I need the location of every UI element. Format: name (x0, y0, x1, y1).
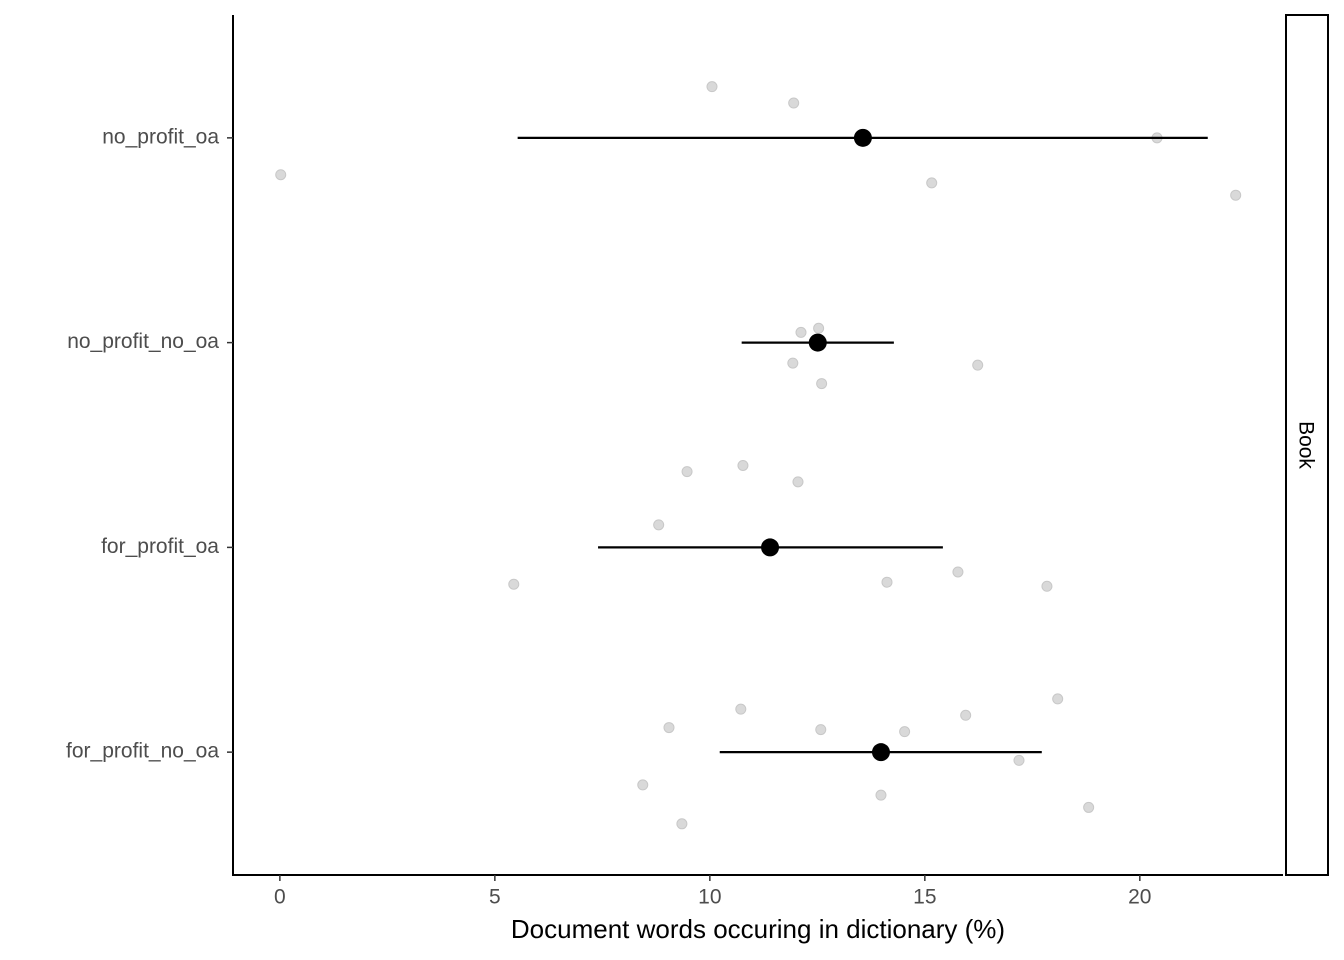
data-point (960, 709, 972, 721)
x-axis-title: Document words occuring in dictionary (%… (511, 914, 1005, 944)
data-point (706, 81, 718, 93)
data-point (681, 466, 693, 478)
facet-label: Book (1294, 421, 1317, 469)
mean-point (871, 743, 890, 762)
data-point (676, 818, 688, 830)
data-point (787, 357, 799, 369)
data-point (795, 326, 807, 338)
data-point (816, 378, 828, 390)
data-point (815, 724, 827, 736)
data-point (275, 169, 287, 181)
x-tick-label: 5 (489, 886, 501, 909)
data-point (972, 359, 984, 371)
x-tick-label: 15 (913, 886, 936, 909)
data-point (1013, 754, 1025, 766)
x-tick-label: 10 (698, 886, 721, 909)
data-point (792, 476, 804, 488)
mean-point (808, 333, 827, 352)
data-point (1083, 801, 1095, 813)
data-point (788, 97, 800, 109)
data-point (735, 703, 747, 715)
y-tick-label: no_profit_no_oa (67, 330, 219, 353)
data-point (637, 779, 649, 791)
data-point (899, 726, 911, 738)
data-point (926, 177, 938, 189)
data-point (1041, 580, 1053, 592)
mean-point (761, 538, 780, 557)
data-point (737, 459, 749, 471)
data-point (1052, 693, 1064, 705)
data-point (881, 576, 893, 588)
data-point (813, 322, 825, 334)
x-tick-label: 20 (1128, 886, 1151, 909)
facet-strip (1285, 14, 1329, 876)
y-tick-label: no_profit_oa (102, 125, 219, 148)
x-tick-label: 0 (274, 886, 286, 909)
data-point (663, 722, 675, 734)
data-point (952, 566, 964, 578)
y-tick-label: for_profit_no_oa (66, 740, 219, 763)
data-point (653, 519, 665, 531)
y-tick-label: for_profit_oa (101, 535, 219, 558)
data-point (508, 578, 520, 590)
data-point (875, 789, 887, 801)
mean-point (853, 128, 872, 147)
data-point (1230, 189, 1242, 201)
